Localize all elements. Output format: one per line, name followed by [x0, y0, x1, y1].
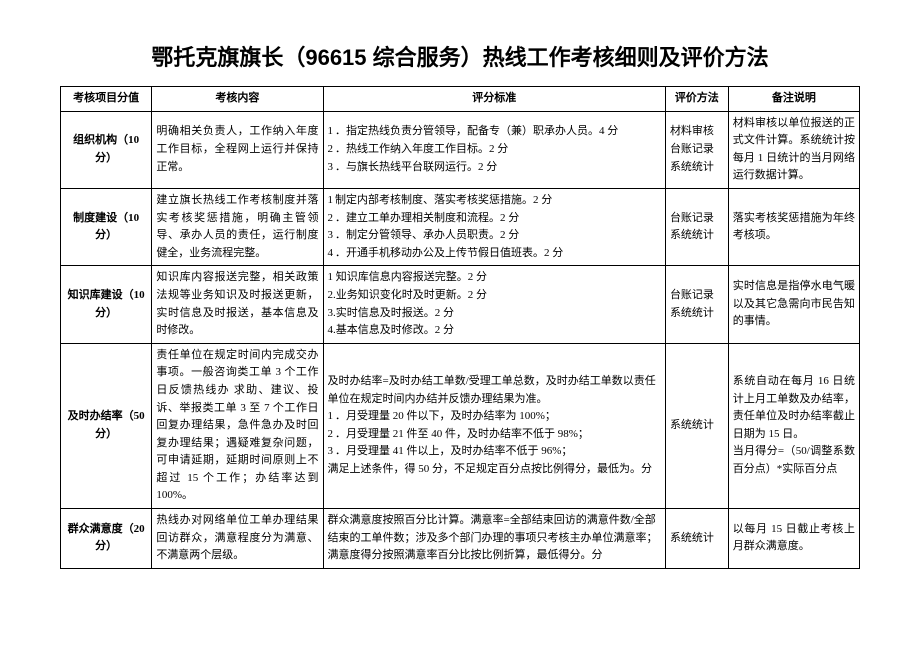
std-num: 1 — [328, 192, 334, 210]
std-line: ．制定分管领导、承办人员职责。2 分 — [335, 227, 661, 245]
std-line: ．指定热线负责分管领导，配备专（兼）职承办人员。4 分 — [335, 123, 661, 141]
cell-method: 系统统计 — [665, 343, 728, 508]
std-line: ．热线工作纳入年度工作目标。2 分 — [335, 141, 661, 159]
page-title: 鄂托克旗旗长（96615 综合服务）热线工作考核细则及评价方法 — [60, 40, 860, 72]
std-post: 满足上述条件，得 50 分，不足规定百分点按比例得分，最低为。分 — [328, 461, 661, 479]
std-line: 3.实时信息及时报送。2 分 — [328, 305, 661, 323]
cell-method: 台账记录 系统统计 — [665, 266, 728, 343]
table-row: 知识库建设（10 分）知识库内容报送完整，相关政策法规等业务知识及时报送更新，实… — [61, 266, 860, 343]
std-num: 3 — [328, 443, 334, 461]
cell-note: 系统自动在每月 16 日统计上月工单数及办结率，责任单位及时办结率截止日期为 1… — [728, 343, 859, 508]
std-num: 4 — [328, 245, 334, 263]
std-line: 4.基本信息及时修改。2 分 — [328, 322, 661, 340]
cell-content: 建立旗长热线工作考核制度并落实考核奖惩措施，明确主管领导、承办人员的责任，运行制… — [152, 188, 323, 265]
cell-item: 组织机构（10 分） — [61, 111, 152, 188]
std-line: 1 知识库信息内容报送完整。2 分 — [328, 269, 661, 287]
header-item: 考核项目分值 — [61, 87, 152, 112]
cell-method: 材料审核 台账记录 系统统计 — [665, 111, 728, 188]
cell-item: 及时办结率（50 分） — [61, 343, 152, 508]
cell-item: 知识库建设（10 分） — [61, 266, 152, 343]
std-num: 3 — [328, 159, 334, 177]
cell-standard: 1234 制定内部考核制度、落实考核奖惩措施。2 分．建立工单办理相关制度和流程。… — [323, 188, 665, 265]
table-body: 组织机构（10 分）明确相关负责人，工作纳入年度工作目标，全程网上运行并保持正常… — [61, 111, 860, 568]
cell-standard: 及时办结率=及时办结工单数/受理工单总数，及时办结工单数以责任单位在规定时间内办… — [323, 343, 665, 508]
std-line: ．月受理量 20 件以下，及时办结率为 100%； — [335, 408, 661, 426]
table-row: 制度建设（10 分）建立旗长热线工作考核制度并落实考核奖惩措施，明确主管领导、承… — [61, 188, 860, 265]
cell-note: 以每月 15 日截止考核上月群众满意度。 — [728, 509, 859, 569]
std-pre: 及时办结率=及时办结工单数/受理工单总数，及时办结工单数以责任单位在规定时间内办… — [328, 373, 661, 408]
std-line: ．建立工单办理相关制度和流程。2 分 — [335, 210, 661, 228]
cell-content: 知识库内容报送完整，相关政策法规等业务知识及时报送更新，实时信息及时报送，基本信… — [152, 266, 323, 343]
std-num: 1 — [328, 123, 334, 141]
std-line: ．月受理量 41 件以上，及时办结率不低于 96%； — [335, 443, 661, 461]
cell-note: 实时信息是指停水电气暖以及其它急需向市民告知的事情。 — [728, 266, 859, 343]
std-line: ．与旗长热线平台联网运行。2 分 — [335, 159, 661, 177]
cell-item: 群众满意度（20 分） — [61, 509, 152, 569]
table-row: 组织机构（10 分）明确相关负责人，工作纳入年度工作目标，全程网上运行并保持正常… — [61, 111, 860, 188]
std-num: 2 — [328, 426, 334, 444]
cell-method: 系统统计 — [665, 509, 728, 569]
std-num: 1 — [328, 408, 334, 426]
cell-standard: 1 知识库信息内容报送完整。2 分2.业务知识变化时及时更新。2 分3.实时信息… — [323, 266, 665, 343]
cell-content: 责任单位在规定时间内完成交办事项。一般咨询类工单 3 个工作日反馈热线办 求助、… — [152, 343, 323, 508]
cell-method: 台账记录 系统统计 — [665, 188, 728, 265]
std-num: 3 — [328, 227, 334, 245]
cell-standard: 123．指定热线负责分管领导，配备专（兼）职承办人员。4 分．热线工作纳入年度工… — [323, 111, 665, 188]
cell-content: 热线办对网络单位工单办理结果回访群众，满意程度分为满意、不满意两个层级。 — [152, 509, 323, 569]
header-std: 评分标准 — [323, 87, 665, 112]
std-num: 2 — [328, 141, 334, 159]
cell-standard: 群众满意度按照百分比计算。满意率=全部结束回访的满意件数/全部结束的工单件数；涉… — [323, 509, 665, 569]
cell-note: 材料审核以单位报送的正式文件计算。系统统计按每月 1 日统计的当月网络运行数据计… — [728, 111, 859, 188]
assessment-table: 考核项目分值 考核内容 评分标准 评价方法 备注说明 组织机构（10 分）明确相… — [60, 86, 860, 569]
header-content: 考核内容 — [152, 87, 323, 112]
std-line: 群众满意度按照百分比计算。满意率=全部结束回访的满意件数/全部结束的工单件数；涉… — [328, 512, 661, 565]
std-line: ．月受理量 21 件至 40 件，及时办结率不低于 98%； — [335, 426, 661, 444]
header-note: 备注说明 — [728, 87, 859, 112]
std-line: ．开通手机移动办公及上传节假日值班表。2 分 — [335, 245, 661, 263]
std-line: 2.业务知识变化时及时更新。2 分 — [328, 287, 661, 305]
table-row: 及时办结率（50 分）责任单位在规定时间内完成交办事项。一般咨询类工单 3 个工… — [61, 343, 860, 508]
header-method: 评价方法 — [665, 87, 728, 112]
cell-item: 制度建设（10 分） — [61, 188, 152, 265]
table-row: 群众满意度（20 分）热线办对网络单位工单办理结果回访群众，满意程度分为满意、不… — [61, 509, 860, 569]
std-line: 制定内部考核制度、落实考核奖惩措施。2 分 — [335, 192, 661, 210]
std-num: 2 — [328, 210, 334, 228]
cell-note: 落实考核奖惩措施为年终考核项。 — [728, 188, 859, 265]
cell-content: 明确相关负责人，工作纳入年度工作目标，全程网上运行并保持正常。 — [152, 111, 323, 188]
